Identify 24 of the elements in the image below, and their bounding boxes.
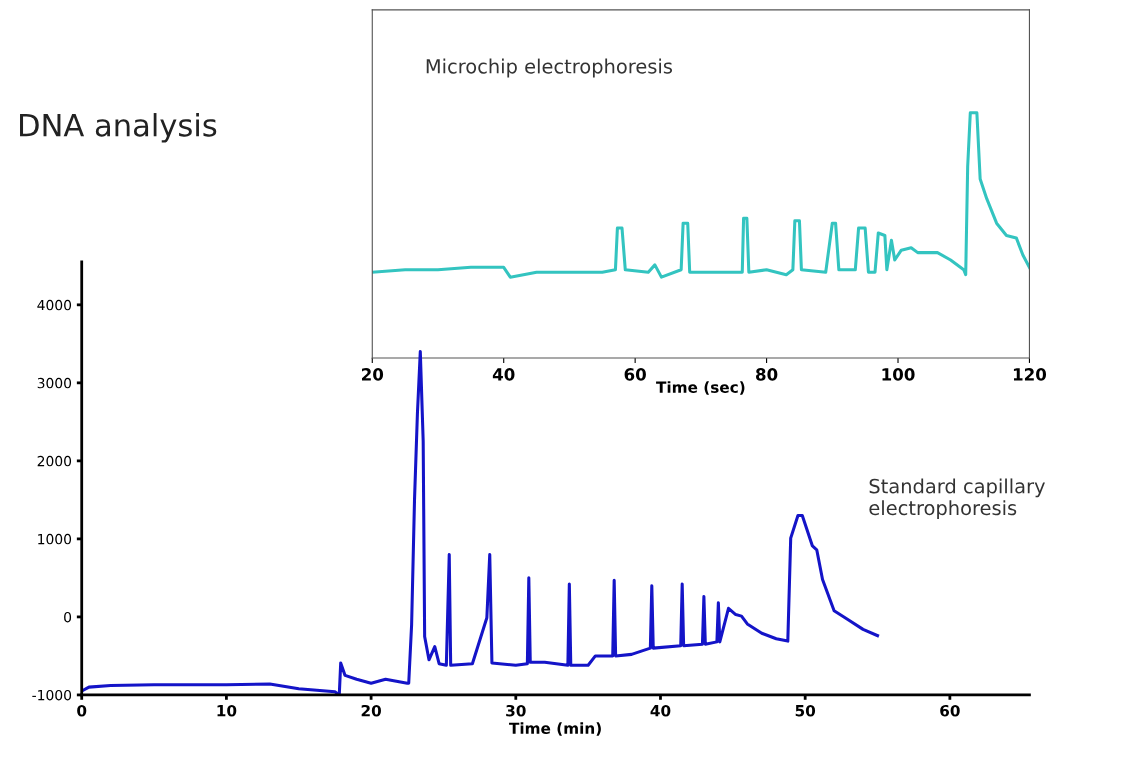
chart-title: DNA analysis xyxy=(20,113,217,143)
x-tick-label: 20 xyxy=(361,704,381,717)
annotation: Standard capillary electrophoresis xyxy=(869,478,1045,520)
x-tick-label: 80 xyxy=(756,368,778,381)
y-tick-label: -1000 xyxy=(32,689,72,701)
x-tick-label: 60 xyxy=(624,368,646,381)
x-tick-label: 30 xyxy=(506,704,526,717)
x-tick-label: 20 xyxy=(362,368,384,381)
x-tick-label: 60 xyxy=(940,704,960,717)
x-tick-label: 40 xyxy=(650,704,671,717)
y-tick-label: 0 xyxy=(64,611,72,623)
y-tick-label: 1000 xyxy=(38,533,72,545)
x-tick-label: 120 xyxy=(1013,368,1047,381)
x-tick-label: 50 xyxy=(795,704,816,717)
x-axis-title: Time (sec) xyxy=(656,381,745,395)
y-tick-label: 3000 xyxy=(37,377,72,389)
y-tick-label: 2000 xyxy=(37,455,72,467)
text: Microchip electrophoresis xyxy=(426,58,673,78)
x-tick-label: 0 xyxy=(77,704,87,717)
x-tick-label: 40 xyxy=(492,368,515,381)
y-tick-label: 4000 xyxy=(37,299,72,311)
x-tick-label: 100 xyxy=(882,368,915,381)
x-tick-label: 10 xyxy=(217,704,237,717)
x-axis-title: Time (min) xyxy=(509,722,601,736)
